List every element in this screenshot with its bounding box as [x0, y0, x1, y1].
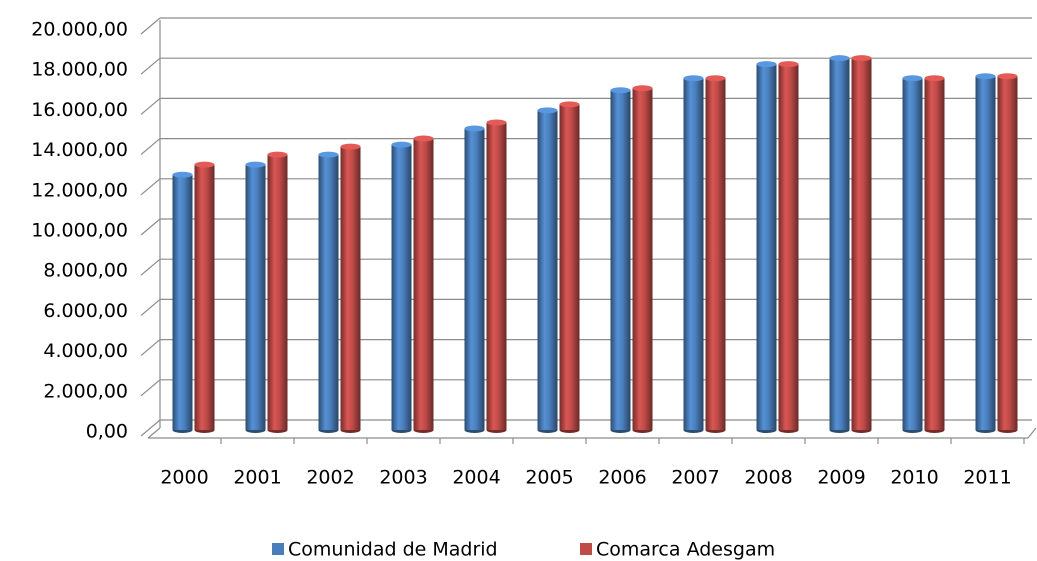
x-tick-label: 2000 — [160, 467, 208, 489]
bar — [194, 164, 215, 431]
x-tick-label: 2009 — [817, 467, 865, 489]
bar-top — [559, 101, 580, 108]
bar-top — [318, 151, 339, 158]
y-tick-label: 8.000,00 — [43, 260, 128, 282]
x-tick-label: 2002 — [306, 467, 354, 489]
x-tick-label: 2003 — [379, 467, 427, 489]
bar — [537, 110, 558, 431]
bar-top — [924, 75, 945, 82]
bar — [413, 138, 434, 431]
bar — [829, 58, 850, 430]
axis-floor-edge — [1027, 427, 1037, 439]
tick-mark — [140, 218, 161, 236]
bar-top — [537, 107, 558, 114]
tick-mark — [140, 258, 161, 276]
bar — [997, 76, 1018, 430]
bar-top — [340, 143, 361, 150]
tick-mark — [140, 379, 161, 397]
bar-top — [902, 75, 923, 82]
bar — [683, 78, 704, 431]
bar-top — [413, 135, 434, 142]
x-tick-label: 2006 — [598, 467, 646, 489]
bar-top — [829, 55, 850, 62]
y-tick-label: 14.000,00 — [31, 139, 128, 161]
y-tick-label: 20.000,00 — [31, 19, 128, 41]
bar — [267, 154, 288, 430]
x-tick-label: 2005 — [525, 467, 573, 489]
bar — [778, 64, 799, 431]
y-tick-label: 4.000,00 — [43, 340, 128, 362]
bar-top — [391, 141, 412, 148]
bar-top — [610, 87, 631, 94]
bar-top — [486, 119, 507, 126]
bar-top — [975, 73, 996, 80]
legend-swatch — [580, 543, 592, 555]
y-tick-label: 2.000,00 — [43, 380, 128, 402]
legend-swatch — [272, 543, 284, 555]
bar — [318, 154, 339, 430]
bar-top — [245, 161, 266, 168]
bar-top — [756, 61, 777, 68]
axis-floor-edge — [147, 427, 161, 439]
tick-mark — [140, 339, 161, 357]
bar — [924, 78, 945, 431]
bar-top — [997, 73, 1018, 80]
x-tick-label: 2008 — [744, 467, 792, 489]
bar — [756, 64, 777, 431]
bar — [340, 146, 361, 430]
bar-top — [851, 55, 872, 62]
y-tick-label: 16.000,00 — [31, 99, 128, 121]
bar — [245, 164, 266, 431]
tick-mark — [140, 17, 161, 35]
tick-mark — [140, 298, 161, 316]
bar — [464, 128, 485, 431]
y-tick-label: 18.000,00 — [31, 59, 128, 81]
bar-top — [172, 171, 193, 178]
bar-top — [464, 125, 485, 132]
y-tick-label: 12.000,00 — [31, 179, 128, 201]
bar — [391, 144, 412, 430]
tick-mark — [140, 57, 161, 75]
tick-mark — [140, 178, 161, 196]
bar — [851, 58, 872, 430]
x-tick-label: 2011 — [963, 467, 1011, 489]
bar-top — [705, 75, 726, 82]
y-tick-label: 10.000,00 — [31, 220, 128, 242]
x-tick-label: 2004 — [452, 467, 500, 489]
y-tick-label: 0,00 — [86, 421, 128, 443]
bar-top — [194, 161, 215, 168]
x-tick-label: 2010 — [890, 467, 938, 489]
bar — [705, 78, 726, 431]
tick-mark — [140, 138, 161, 156]
x-tick-label: 2001 — [233, 467, 281, 489]
bar — [172, 174, 193, 430]
x-tick-label: 2007 — [671, 467, 719, 489]
bar-top — [778, 61, 799, 68]
tick-mark — [140, 97, 161, 115]
legend-label: Comunidad de Madrid — [288, 539, 498, 561]
bar — [559, 104, 580, 431]
bar — [902, 78, 923, 431]
bar-top — [267, 151, 288, 158]
tick-mark — [140, 419, 161, 437]
y-tick-label: 6.000,00 — [43, 300, 128, 322]
legend-label: Comarca Adesgam — [596, 539, 775, 561]
bar — [610, 90, 631, 431]
bar — [632, 88, 653, 430]
bar — [486, 122, 507, 431]
bar-top — [632, 85, 653, 92]
bar — [975, 76, 996, 430]
bar-top — [683, 75, 704, 82]
